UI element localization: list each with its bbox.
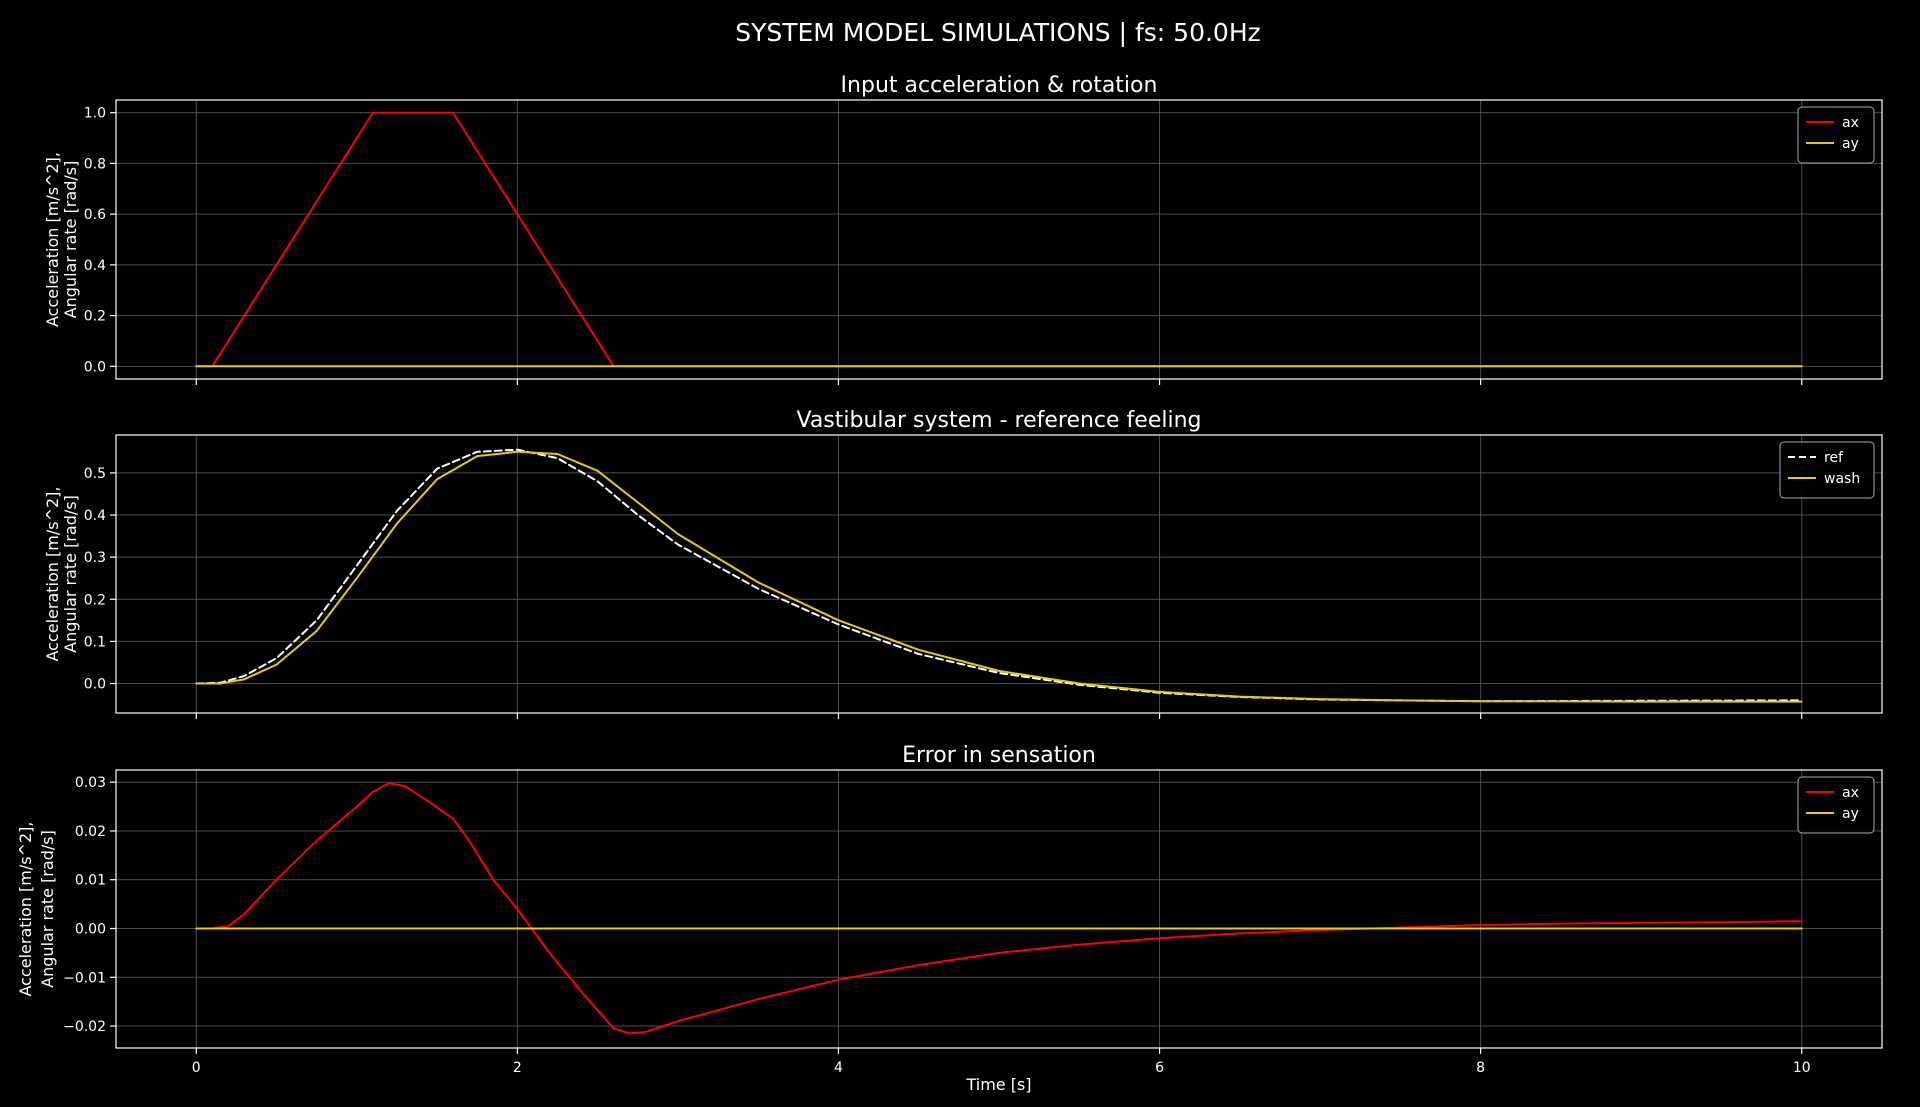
series-line-wash bbox=[195, 450, 1803, 703]
legend: ref wash bbox=[1779, 441, 1875, 499]
y-tick-label: 0.3 bbox=[84, 550, 106, 566]
x-tick-label: 2 bbox=[513, 1060, 522, 1076]
x-tick-label: 4 bbox=[834, 1060, 843, 1076]
figure-title: SYSTEM MODEL SIMULATIONS | fs: 50.0Hz bbox=[735, 18, 1261, 47]
x-tick-label: 10 bbox=[1793, 1060, 1811, 1076]
axes-frame bbox=[115, 769, 1883, 1049]
series-line-ref bbox=[195, 448, 1803, 703]
subplot-2: 0.0 0.1 0.2 0.3 0.4 0.5 Vastibular system - re… bbox=[43, 408, 1883, 719]
y-tick-label: 0.8 bbox=[84, 156, 106, 172]
y-tick-label: 0.00 bbox=[75, 922, 106, 938]
axes-frame bbox=[115, 99, 1883, 380]
y-tick-label: 0.6 bbox=[84, 207, 106, 223]
legend: ax ay bbox=[1797, 106, 1875, 164]
series-line-ax bbox=[195, 782, 1803, 1035]
x-tick-label: 0 bbox=[192, 1060, 201, 1076]
y-tick-label: 0.03 bbox=[75, 775, 106, 791]
y-tick-label: −0.02 bbox=[63, 1019, 106, 1035]
x-tick-label: 8 bbox=[1476, 1060, 1485, 1076]
y-axis-label: Acceleration [m/s^2], bbox=[43, 487, 62, 662]
subplot-title: Vastibular system - reference feeling bbox=[796, 408, 1201, 433]
legend-label-wash: wash bbox=[1824, 471, 1860, 487]
y-tick-label: 0.02 bbox=[75, 824, 106, 840]
y-axis-label: Angular rate [rad/s] bbox=[38, 830, 57, 988]
y-tick-label: 0.0 bbox=[84, 359, 106, 375]
y-tick-label: 0.4 bbox=[84, 258, 106, 274]
legend-label-ref: ref bbox=[1824, 450, 1844, 466]
legend-label-ay: ay bbox=[1842, 136, 1859, 152]
legend-label-ay: ay bbox=[1842, 806, 1859, 822]
legend-label-ax: ax bbox=[1842, 785, 1859, 801]
legend-box bbox=[1797, 106, 1875, 164]
y-tick-label: −0.01 bbox=[63, 970, 106, 986]
y-tick-label: 0.1 bbox=[84, 634, 106, 650]
x-tick-label: 6 bbox=[1155, 1060, 1164, 1076]
legend-box bbox=[1797, 776, 1875, 834]
legend: ax ay bbox=[1797, 776, 1875, 834]
axes-frame bbox=[115, 434, 1883, 714]
y-axis-label: Angular rate [rad/s] bbox=[61, 495, 80, 653]
legend-label-ax: ax bbox=[1842, 115, 1859, 131]
x-axis-label: Time [s] bbox=[965, 1075, 1031, 1094]
y-tick-label: 0.5 bbox=[84, 466, 106, 482]
subplot-title: Input acceleration & rotation bbox=[841, 73, 1158, 98]
y-tick-label: 0.4 bbox=[84, 508, 106, 524]
y-axis-label: Angular rate [rad/s] bbox=[61, 161, 80, 319]
y-axis-label: Acceleration [m/s^2], bbox=[43, 152, 62, 327]
y-tick-label: 0.2 bbox=[84, 592, 106, 608]
subplot-1: 0.0 0.2 0.4 0.6 0.8 1.0 Input acceleration & r… bbox=[43, 73, 1883, 385]
y-tick-label: 0.0 bbox=[84, 677, 106, 693]
subplot-title: Error in sensation bbox=[902, 743, 1096, 768]
series-line-ax bbox=[195, 111, 1803, 368]
subplot-3: 0 2 4 6 8 10 −0.02 −0.01 0.00 0.01 0.02 0.03 Error i… bbox=[16, 743, 1883, 1094]
y-tick-label: 1.0 bbox=[84, 106, 106, 122]
y-tick-label: 0.01 bbox=[75, 873, 106, 889]
y-axis-label: Acceleration [m/s^2], bbox=[16, 822, 35, 997]
y-tick-label: 0.2 bbox=[84, 309, 106, 325]
